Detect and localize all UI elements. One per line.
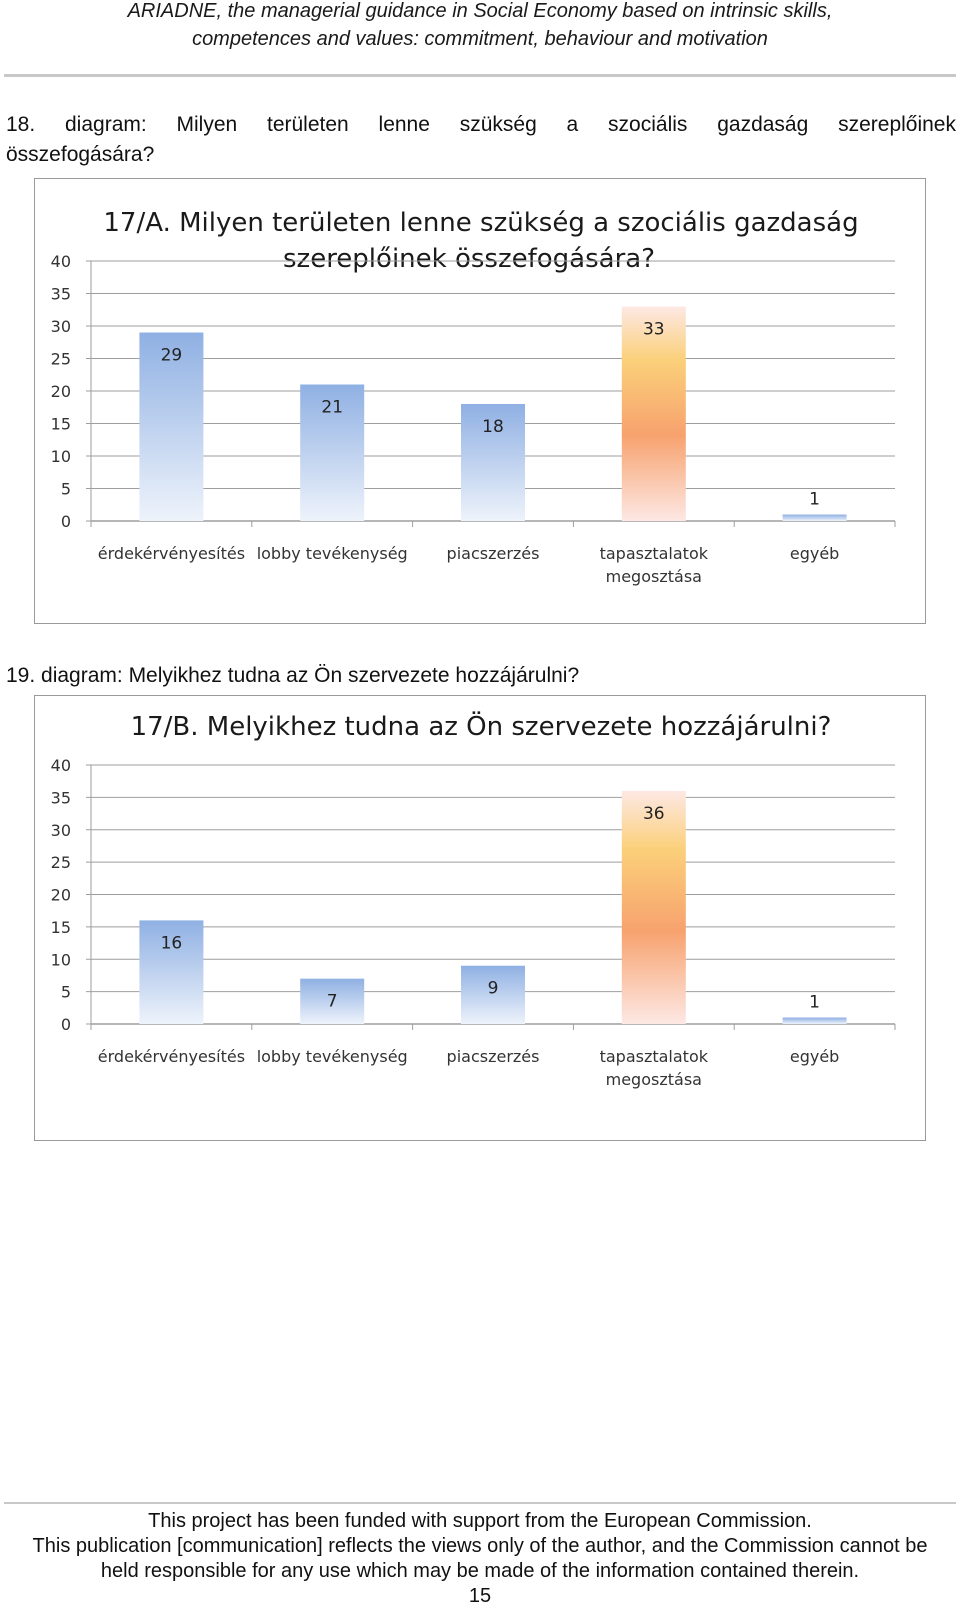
chart-17a-category-label-3: piacszerzés xyxy=(447,544,540,563)
chart-17b-data-label-1: 16 xyxy=(161,933,183,953)
chart-17a-data-label-2: 21 xyxy=(321,398,343,418)
chart-17a-title-line-2: szereplőinek összefogására? xyxy=(283,244,655,274)
footer-line-1: This project has been funded with suppor… xyxy=(148,1510,812,1532)
chart-17a-bar-1 xyxy=(139,332,204,521)
page-number: 15 xyxy=(468,1585,492,1607)
chart-17a-category-label-4: tapasztalatok xyxy=(600,544,709,563)
diagram-19-caption: 19. diagram: Melyikhez tudna az Ön szerv… xyxy=(6,664,580,687)
chart-17b-y-tick-label: 25 xyxy=(51,853,71,872)
chart-17a-data-label-5: 1 xyxy=(809,490,820,510)
chart-17a-bar-2 xyxy=(300,384,365,521)
chart-17b-bar-5 xyxy=(782,1017,847,1024)
chart-17a-data-label-4: 33 xyxy=(643,320,665,340)
chart-17a-y-tick-label: 15 xyxy=(51,415,71,434)
chart-17a-y-tick-label: 40 xyxy=(51,252,71,271)
header-line-1: ARIADNE, the managerial guidance in Soci… xyxy=(127,0,833,22)
chart-17b-data-label-2: 7 xyxy=(327,992,338,1012)
chart-17b-y-tick-label: 5 xyxy=(61,983,71,1002)
chart-17a-bar-4 xyxy=(621,306,686,521)
chart-17b-data-label-4: 36 xyxy=(643,804,665,824)
chart-17b-bar-3 xyxy=(461,965,525,1024)
chart-17a-y-tick-label: 10 xyxy=(51,447,71,466)
chart-17a-data-label-1: 29 xyxy=(161,346,183,366)
chart-17b-title: 17/B. Melyikhez tudna az Ön szervezete h… xyxy=(131,710,832,742)
chart-17a-y-tick-label: 35 xyxy=(51,285,71,304)
page-footer: This project has been funded with suppor… xyxy=(0,1509,960,1609)
chart-17a-category-label-2: lobby tevékenység xyxy=(257,544,408,563)
chart-17a-title: 17/A. Milyen területen lenne szükség a s… xyxy=(103,208,858,238)
chart-17a-bar-3 xyxy=(461,404,525,521)
diagram-18-caption-cont: összefogására? xyxy=(6,143,155,166)
chart-17b-y-tick-label: 0 xyxy=(61,1015,71,1034)
chart-17b-y-tick-label: 20 xyxy=(51,886,71,905)
chart-17b-category-label-4: tapasztalatok xyxy=(600,1047,709,1066)
chart-17a: 17/A. Milyen területen lenne szükség a s… xyxy=(34,178,926,624)
chart-17b-category-label-3: piacszerzés xyxy=(447,1047,540,1066)
chart-17b-category-label-5: egyéb xyxy=(790,1047,839,1066)
chart-17a-category-label-1: érdekérvényesítés xyxy=(98,544,245,563)
chart-17a-data-label-3: 18 xyxy=(482,417,504,437)
chart-17a-y-tick-label: 20 xyxy=(51,382,71,401)
chart-17b-category-label-2: lobby tevékenység xyxy=(257,1047,408,1066)
header-divider xyxy=(4,74,956,77)
chart-17a-y-tick-label: 5 xyxy=(61,480,71,499)
chart-17b-y-tick-label: 15 xyxy=(51,918,71,937)
chart-17b-y-tick-label: 30 xyxy=(51,821,71,840)
chart-17b-svg: 17/B. Melyikhez tudna az Ön szervezete h… xyxy=(51,710,896,1089)
chart-17a-bar-5 xyxy=(782,514,847,521)
chart-17a-svg: 17/A. Milyen területen lenne szükség a s… xyxy=(51,208,896,586)
chart-17b-y-tick-label: 40 xyxy=(51,756,71,775)
chart-17b-data-label-3: 9 xyxy=(488,979,499,999)
chart-17b-data-label-5: 1 xyxy=(809,993,820,1013)
chart-17a-y-tick-label: 25 xyxy=(51,350,71,369)
chart-17b-category-label-4: megosztása xyxy=(606,1070,702,1089)
footer-line-2: This publication [communication] reflect… xyxy=(32,1535,928,1557)
page-header: ARIADNE, the managerial guidance in Soci… xyxy=(0,0,960,53)
footer-line-3: held responsible for any use which may b… xyxy=(100,1560,860,1582)
diagram-18-caption: 18. diagram: Milyen területen lenne szük… xyxy=(6,113,956,136)
chart-17b-y-tick-label: 35 xyxy=(51,788,71,807)
chart-17b-bar-1 xyxy=(139,920,204,1024)
chart-17a-y-tick-label: 30 xyxy=(51,317,71,336)
chart-17b-bar-2 xyxy=(300,978,365,1024)
footer-divider xyxy=(4,1502,956,1504)
chart-17b-bar-4 xyxy=(621,790,686,1024)
chart-17a-category-label-5: egyéb xyxy=(790,544,839,563)
chart-17b-category-label-1: érdekérvényesítés xyxy=(98,1047,245,1066)
chart-17b: 17/B. Melyikhez tudna az Ön szervezete h… xyxy=(34,695,926,1141)
chart-17b-y-tick-label: 10 xyxy=(51,950,71,969)
chart-17a-category-label-4: megosztása xyxy=(606,567,702,586)
chart-17a-y-tick-label: 0 xyxy=(61,512,71,531)
header-line-2: competences and values: commitment, beha… xyxy=(192,28,768,50)
